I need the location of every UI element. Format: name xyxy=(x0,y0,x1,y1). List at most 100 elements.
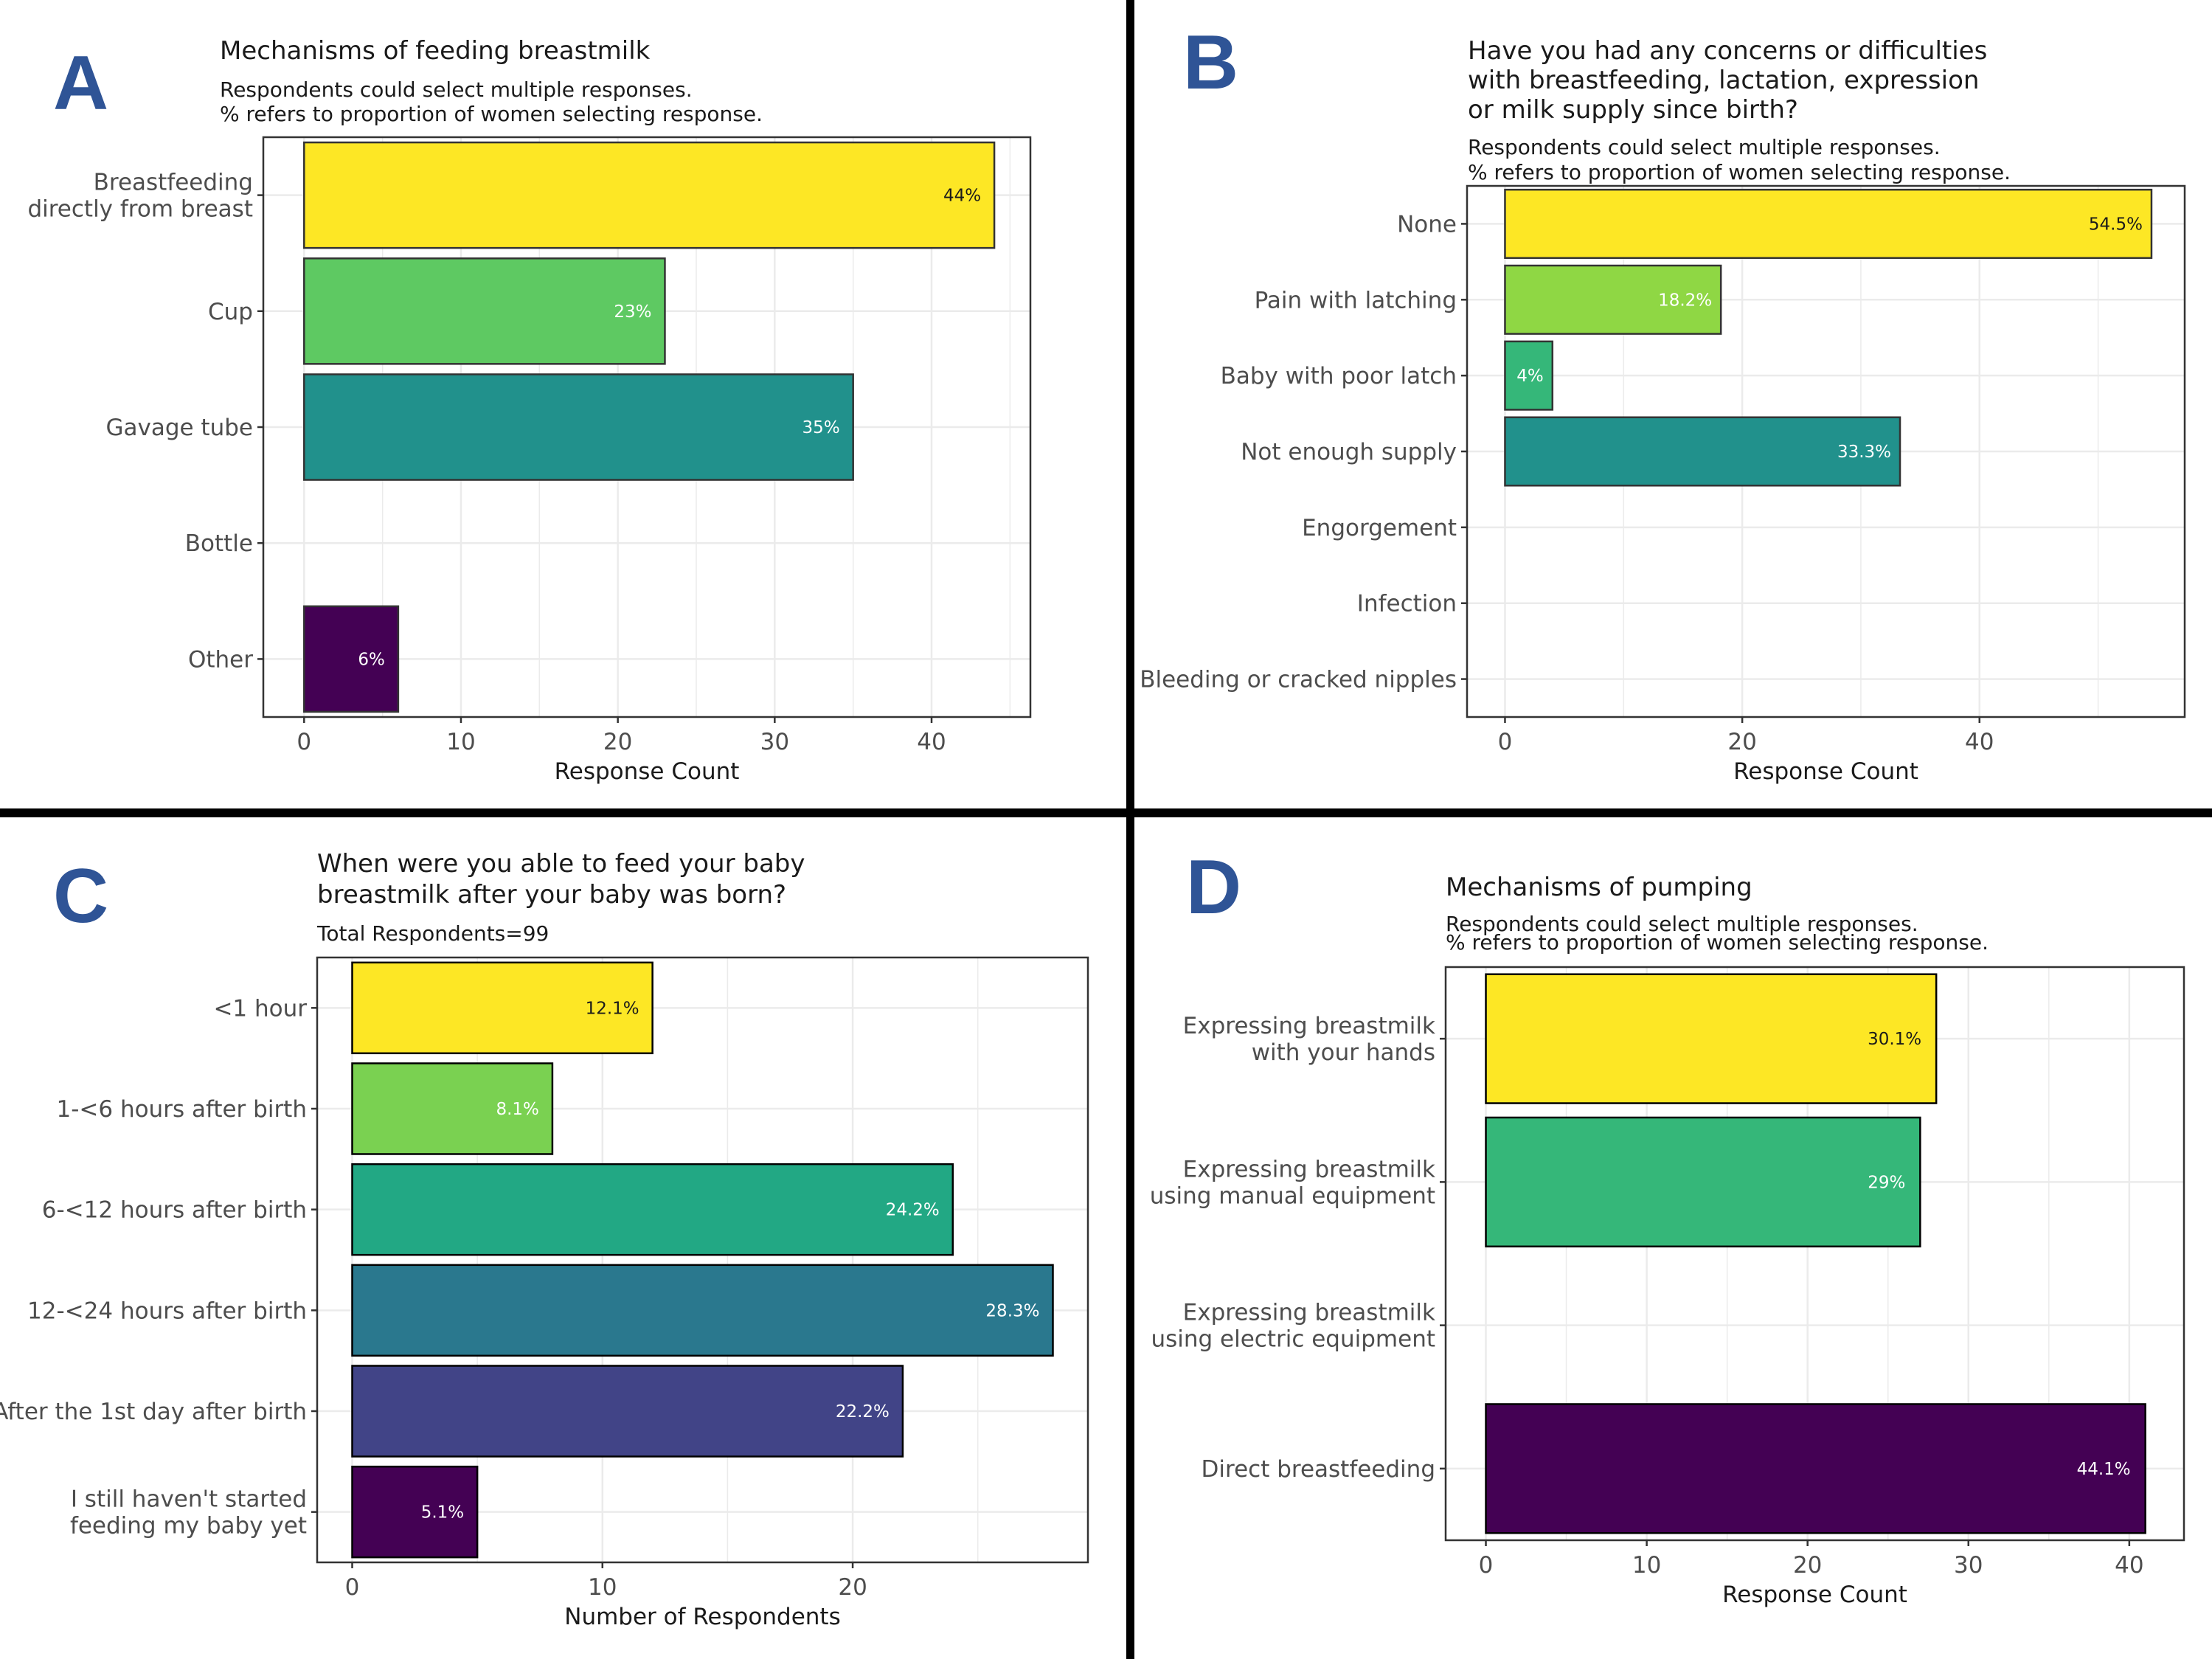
panels: A Mechanisms of feeding breastmilk Respond… xyxy=(0,20,2186,1630)
x-tick-label: 10 xyxy=(446,729,475,755)
panel-b: B Have you had any concerns or difficulti… xyxy=(1140,20,2186,785)
x-tick-label: 10 xyxy=(588,1574,617,1601)
bar-value-label: 6% xyxy=(358,650,385,669)
panel-a: A Mechanisms of feeding breastmilk Respond… xyxy=(27,36,1032,785)
x-tick-label: 0 xyxy=(345,1574,360,1601)
chart-subtitle-line: Total Respondents=99 xyxy=(316,921,549,946)
chart-title-line: Have you had any concerns or difficultie… xyxy=(1468,36,1987,66)
category-label: Baby with poor latch xyxy=(1221,363,1457,389)
category-label: After the 1st day after birth xyxy=(0,1399,307,1425)
x-tick-label: 40 xyxy=(917,729,946,755)
bar-value-label: 44% xyxy=(943,187,981,206)
horizontal-divider xyxy=(0,808,2212,817)
bar xyxy=(1504,340,1554,411)
panel-c-letter: C xyxy=(53,853,108,939)
category-label: Bleeding or cracked nipples xyxy=(1140,667,1457,693)
category-label: Other xyxy=(188,646,253,673)
x-axis-title: Response Count xyxy=(555,758,740,785)
panel-b-letter: B xyxy=(1183,20,1238,105)
bar-value-label: 28.3% xyxy=(985,1301,1039,1320)
bar xyxy=(351,1465,479,1559)
bar xyxy=(1485,1403,2146,1534)
category-label: Expressing breastmilk xyxy=(1183,1013,1435,1039)
chart-subtitle-line: Respondents could select multiple respon… xyxy=(1468,135,1941,159)
bar-value-label: 5.1% xyxy=(421,1503,464,1523)
bar xyxy=(303,605,400,713)
bar-value-label: 30.1% xyxy=(1868,1030,1921,1049)
bar xyxy=(1504,188,2153,259)
bar-value-label: 4% xyxy=(1516,367,1544,386)
bar xyxy=(303,373,854,481)
bar-value-label: 12.1% xyxy=(586,999,639,1018)
panel-a-letter: A xyxy=(53,41,108,126)
bar xyxy=(1485,973,1938,1104)
category-label: directly from breast xyxy=(27,196,253,223)
x-tick-label: 20 xyxy=(1793,1552,1822,1579)
x-tick-label: 40 xyxy=(1965,729,1994,755)
x-tick-label: 30 xyxy=(760,729,789,755)
category-label: using electric equipment xyxy=(1151,1326,1435,1353)
x-tick-label: 30 xyxy=(1954,1552,1983,1579)
chart-title-line: with breastfeeding, lactation, expressio… xyxy=(1468,66,1979,95)
x-tick-label: 40 xyxy=(2115,1552,2143,1579)
category-label: 12-<24 hours after birth xyxy=(27,1298,307,1324)
x-tick-label: 0 xyxy=(297,729,311,755)
category-label: Gavage tube xyxy=(105,415,253,441)
bar-value-label: 23% xyxy=(614,302,651,322)
x-tick-label: 20 xyxy=(1727,729,1756,755)
category-label: <1 hour xyxy=(213,995,307,1022)
vertical-divider xyxy=(1126,0,1134,1659)
bar xyxy=(351,1365,904,1458)
plot-panel xyxy=(317,957,1088,1562)
category-label: 1-<6 hours after birth xyxy=(56,1096,307,1123)
chart-title-line: Mechanisms of feeding breastmilk xyxy=(220,36,651,66)
x-axis-title: Number of Respondents xyxy=(564,1604,840,1630)
category-label: Expressing breastmilk xyxy=(1183,1156,1435,1182)
category-label: Cup xyxy=(208,299,253,325)
bar-value-label: 35% xyxy=(802,418,840,437)
x-axis-title: Response Count xyxy=(1722,1582,1907,1608)
plot-frame xyxy=(316,956,1089,1564)
category-label: I still haven't started xyxy=(71,1486,307,1513)
category-label: using manual equipment xyxy=(1150,1182,1435,1209)
x-tick-label: 0 xyxy=(1479,1552,1494,1579)
bar-value-label: 54.5% xyxy=(2089,215,2143,234)
bar-value-label: 24.2% xyxy=(886,1201,940,1220)
chart-title-line: or milk supply since birth? xyxy=(1468,95,1798,125)
bar-value-label: 22.2% xyxy=(836,1402,890,1421)
x-axis-title: Response Count xyxy=(1733,758,1918,785)
chart-subtitle-line: % refers to proportion of women selectin… xyxy=(1468,160,2011,184)
category-label: Direct breastfeeding xyxy=(1202,1456,1435,1483)
panel-d: D Mechanisms of pumping Respondents could … xyxy=(1150,845,2185,1608)
bar-value-label: 44.1% xyxy=(2077,1460,2131,1479)
category-label: with your hands xyxy=(1252,1039,1435,1066)
x-tick-label: 20 xyxy=(838,1574,867,1601)
plot-frame xyxy=(1444,966,2185,1542)
category-label: Bottle xyxy=(185,530,253,557)
bar-value-label: 8.1% xyxy=(496,1100,538,1119)
bar xyxy=(1504,264,1722,335)
bar-value-label: 18.2% xyxy=(1658,291,1712,310)
bar xyxy=(351,1264,1054,1357)
panel-c: C When were you able to feed your babybre… xyxy=(0,849,1089,1630)
chart-title-line: breastmilk after your baby was born? xyxy=(317,880,786,910)
category-label: Expressing breastmilk xyxy=(1183,1300,1435,1326)
x-tick-label: 10 xyxy=(1632,1552,1661,1579)
x-tick-label: 20 xyxy=(603,729,632,755)
category-label: 6-<12 hours after birth xyxy=(42,1197,307,1224)
bar-value-label: 33.3% xyxy=(1837,443,1891,462)
category-label: Infection xyxy=(1357,591,1457,617)
chart-subtitle-line: % refers to proportion of women selectin… xyxy=(220,102,763,126)
category-label: Not enough supply xyxy=(1241,439,1457,465)
bar xyxy=(351,1062,554,1155)
category-label: None xyxy=(1397,211,1457,238)
chart-subtitle-line: % refers to proportion of women selectin… xyxy=(1446,930,1989,955)
x-tick-label: 0 xyxy=(1498,729,1513,755)
panel-d-letter: D xyxy=(1186,845,1241,930)
chart-title-line: When were you able to feed your baby xyxy=(317,849,805,879)
chart-subtitle-line: Respondents could select multiple respon… xyxy=(220,77,693,102)
bar-value-label: 29% xyxy=(1868,1173,1905,1192)
category-label: Engorgement xyxy=(1302,515,1457,541)
category-label: Pain with latching xyxy=(1255,287,1457,314)
